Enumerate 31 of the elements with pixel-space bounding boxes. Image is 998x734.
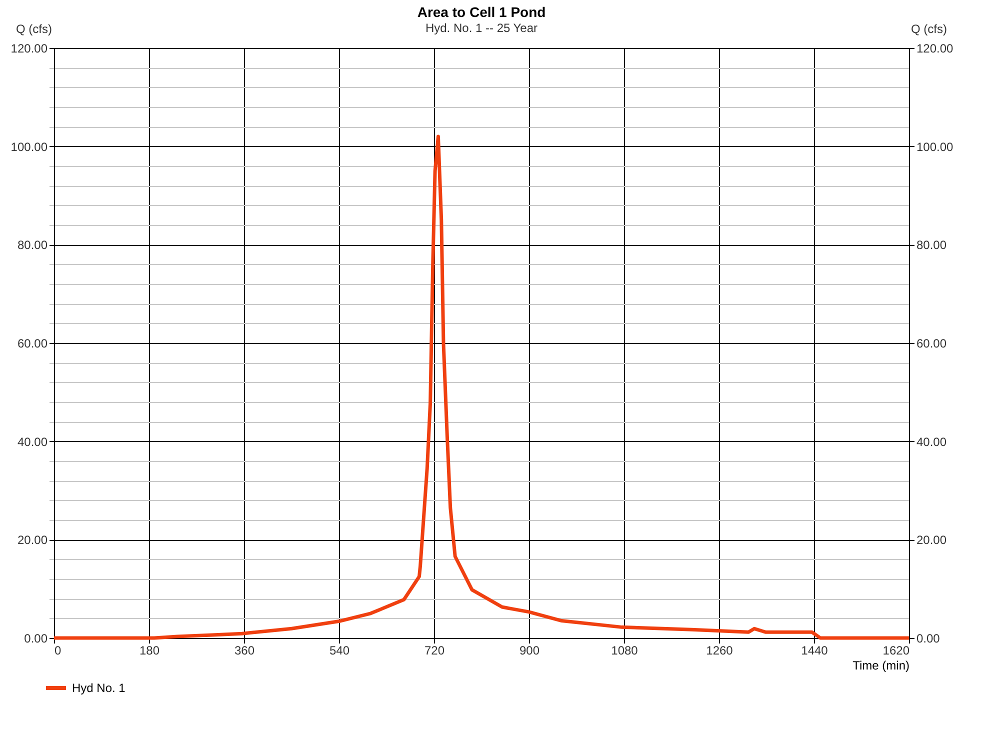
x-tick-label: 360 — [234, 644, 255, 658]
y-tick-label: 60.00 — [17, 336, 48, 350]
x-tick-label: 1080 — [611, 644, 638, 658]
y2-tick-label: 40.00 — [916, 434, 947, 449]
y-tick-label: 40.00 — [17, 434, 48, 449]
y-tick-label: 100.00 — [10, 140, 48, 154]
x-tick-label: 720 — [424, 644, 445, 658]
x-tick-label: 1620 — [882, 644, 910, 658]
line-series — [52, 134, 911, 640]
y2-tick-label: 100.00 — [916, 140, 954, 154]
x-tick-label: 900 — [519, 644, 540, 658]
y-tick-label: 120.00 — [10, 42, 48, 56]
y2-tick-label: 0.00 — [916, 632, 940, 646]
y-tick-label: 0.00 — [24, 632, 48, 646]
x-tick-label: 180 — [139, 644, 160, 658]
y2-tick-label: 120.00 — [916, 42, 954, 56]
x-tick-label: 0 — [54, 644, 62, 658]
y-tick-label: 80.00 — [17, 238, 48, 252]
chart-subtitle: Hyd. No. 1 -- 25 Year — [425, 21, 538, 35]
y2-tick-label: 60.00 — [916, 336, 947, 350]
x-tick-label: 1260 — [706, 644, 734, 658]
x-tick-label: 540 — [329, 644, 350, 658]
x-tick-label: 1440 — [801, 644, 828, 658]
y2-axis-title: Q (cfs) — [911, 22, 947, 36]
y-tick-label: 20.00 — [17, 533, 48, 548]
y-axis-title: Q (cfs) — [16, 22, 52, 36]
y2-tick-label: 80.00 — [916, 238, 947, 252]
x-axis-title: Time (min) — [852, 658, 910, 672]
legend-label: Hyd No. 1 — [72, 681, 126, 695]
y2-tick-label: 20.00 — [916, 533, 947, 548]
chart-title: Area to Cell 1 Pond — [417, 4, 546, 20]
